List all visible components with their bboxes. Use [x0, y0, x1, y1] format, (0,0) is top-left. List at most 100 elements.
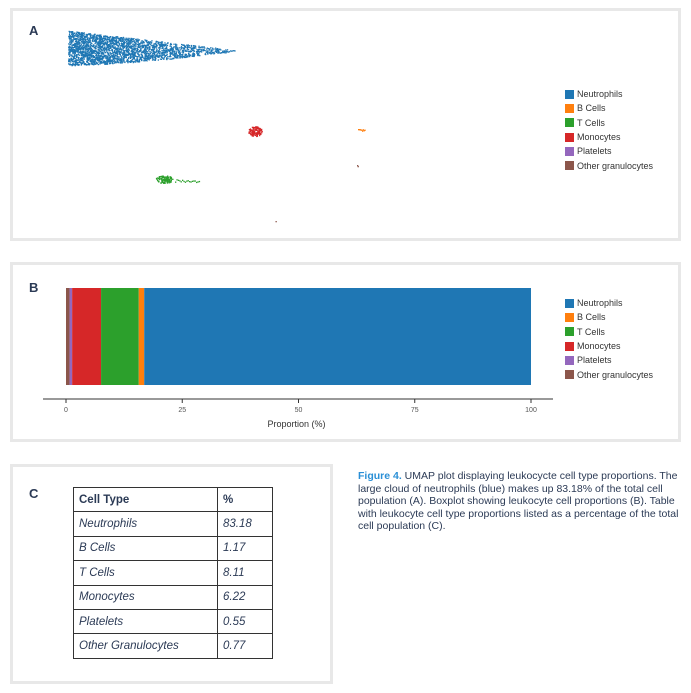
umap-point-neutrophil	[83, 62, 85, 64]
umap-point-tcell	[166, 178, 168, 181]
umap-point-neutrophil	[91, 49, 93, 51]
umap-point-neutrophil	[98, 35, 100, 38]
umap-point-neutrophil	[95, 40, 97, 43]
umap-point-neutrophil	[164, 49, 166, 52]
umap-point-neutrophil	[184, 53, 186, 56]
umap-point-neutrophil	[80, 46, 82, 48]
umap-point-neutrophil	[100, 36, 103, 39]
umap-point-neutrophil	[115, 43, 117, 46]
umap-point-neutrophil	[81, 39, 84, 41]
umap-point-tcell	[162, 178, 164, 181]
legend-item: Platelets	[565, 353, 653, 367]
umap-point-neutrophil	[95, 59, 97, 61]
umap-point-neutrophil	[131, 59, 133, 61]
umap-point-neutrophil	[126, 42, 128, 44]
umap-point-neutrophil	[79, 60, 81, 62]
umap-point-neutrophil	[218, 49, 220, 51]
umap-point-neutrophil	[165, 50, 167, 52]
umap-point-neutrophil	[138, 45, 140, 47]
umap-point-neutrophil	[106, 40, 108, 42]
umap-point-neutrophil	[136, 58, 138, 60]
umap-point-neutrophil	[116, 44, 118, 46]
umap-point-neutrophil	[138, 60, 140, 62]
umap-point-monocyte	[260, 130, 263, 132]
umap-point-neutrophil	[70, 50, 72, 52]
umap-point-neutrophil	[86, 34, 89, 36]
umap-point-neutrophil	[77, 52, 79, 54]
umap-point-neutrophil	[76, 64, 79, 66]
umap-point-neutrophil	[119, 62, 121, 64]
umap-point-neutrophil	[114, 40, 117, 42]
umap-point-neutrophil	[148, 54, 151, 56]
umap-point-neutrophil	[114, 58, 116, 60]
umap-point-neutrophil	[75, 33, 77, 35]
umap-point-neutrophil	[225, 49, 227, 51]
umap-point-neutrophil	[179, 55, 182, 57]
umap-point-neutrophil	[72, 40, 74, 42]
umap-point-neutrophil	[78, 64, 80, 66]
umap-point-neutrophil	[122, 50, 124, 52]
umap-point-monocyte	[251, 129, 253, 132]
umap-point-neutrophil	[78, 42, 80, 45]
umap-point-neutrophil	[203, 46, 205, 48]
umap-point-neutrophil	[158, 51, 160, 53]
umap-point-neutrophil	[130, 61, 132, 63]
umap-point-tcell	[156, 178, 158, 181]
umap-point-neutrophil	[109, 42, 112, 44]
umap-point-neutrophil	[152, 58, 154, 61]
table-cell-percent: 8.11	[217, 560, 273, 586]
umap-point-neutrophil	[190, 45, 193, 47]
umap-point-neutrophil	[186, 56, 188, 58]
umap-point-neutrophil	[91, 55, 93, 57]
umap-point-neutrophil	[68, 38, 71, 40]
umap-point-neutrophil	[77, 39, 79, 41]
umap-point-neutrophil	[212, 49, 214, 51]
umap-point-neutrophil	[166, 48, 168, 50]
umap-point-neutrophil	[69, 32, 71, 34]
umap-point-neutrophil	[75, 46, 77, 49]
umap-point-neutrophil	[81, 59, 83, 62]
umap-point-tcell	[158, 176, 160, 178]
umap-point-neutrophil	[134, 54, 136, 56]
umap-point-neutrophil	[101, 51, 103, 54]
umap-point-other-granulocyte	[357, 165, 359, 167]
umap-point-monocyte	[256, 134, 258, 136]
umap-point-neutrophil	[124, 50, 126, 52]
umap-point-neutrophil	[163, 56, 166, 58]
umap-point-neutrophil	[199, 46, 201, 49]
umap-point-neutrophil	[158, 44, 161, 46]
table-cell-type: Other Granulocytes	[73, 633, 218, 659]
umap-point-neutrophil	[105, 39, 108, 41]
umap-point-neutrophil	[188, 46, 190, 48]
bar-segment-platelets	[69, 288, 73, 385]
umap-point-neutrophil	[83, 49, 85, 51]
umap-point-neutrophil	[167, 57, 169, 60]
umap-point-neutrophil	[94, 38, 96, 40]
umap-point-neutrophil	[71, 58, 73, 60]
umap-point-neutrophil	[83, 41, 85, 43]
umap-point-neutrophil	[69, 59, 71, 61]
umap-point-tcell	[196, 181, 198, 184]
umap-point-neutrophil	[138, 50, 141, 53]
umap-point-neutrophil	[153, 44, 155, 46]
umap-point-neutrophil	[181, 43, 183, 46]
umap-point-neutrophil	[135, 52, 137, 54]
umap-point-neutrophil	[76, 48, 78, 51]
umap-point-neutrophil	[120, 45, 122, 47]
umap-point-neutrophil	[106, 52, 108, 54]
umap-point-neutrophil	[76, 50, 79, 53]
umap-point-tcell	[163, 182, 165, 184]
umap-point-neutrophil	[77, 32, 80, 34]
umap-point-neutrophil	[147, 42, 149, 44]
umap-point-neutrophil	[86, 56, 88, 58]
umap-point-neutrophil	[145, 49, 147, 51]
umap-point-neutrophil	[80, 59, 82, 61]
umap-point-neutrophil	[193, 46, 195, 49]
umap-point-neutrophil	[117, 58, 119, 60]
umap-point-neutrophil	[189, 47, 191, 49]
umap-point-neutrophil	[166, 53, 168, 56]
umap-point-neutrophil	[90, 51, 93, 54]
umap-point-neutrophil	[127, 60, 129, 62]
umap-point-neutrophil	[157, 42, 159, 45]
umap-point-neutrophil	[199, 50, 201, 53]
